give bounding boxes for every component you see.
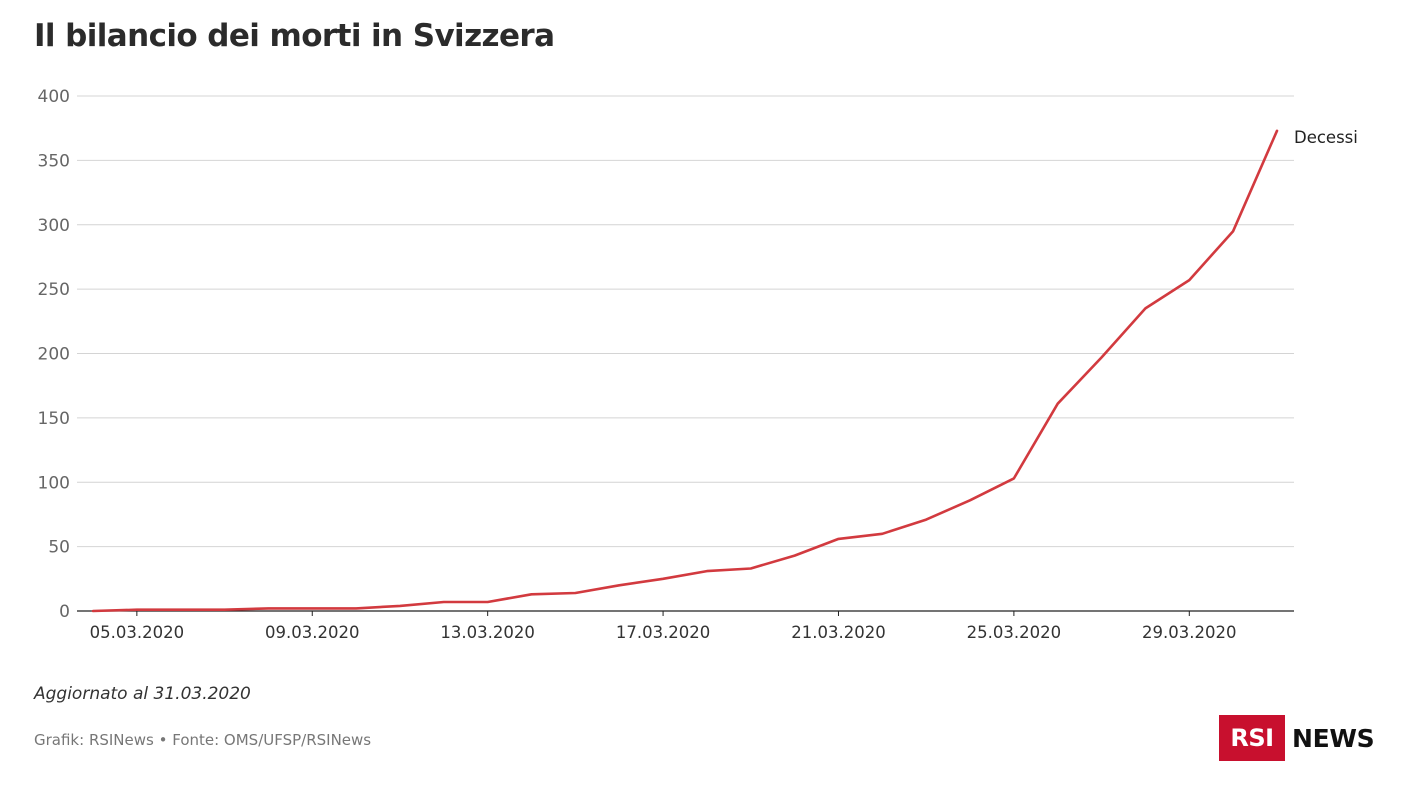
x-tick-label: 29.03.2020	[1142, 623, 1236, 642]
x-tick-label: 05.03.2020	[90, 623, 184, 642]
x-tick-label: 09.03.2020	[265, 623, 359, 642]
logo-box: RSI	[1219, 715, 1285, 761]
x-tick-label: 17.03.2020	[616, 623, 710, 642]
rsi-news-logo: RSI NEWS	[1219, 715, 1375, 761]
y-tick-label: 250	[38, 280, 70, 300]
y-tick-label: 0	[59, 602, 70, 622]
y-tick-label: 400	[38, 87, 70, 107]
y-tick-label: 350	[38, 151, 70, 171]
x-tick-label: 13.03.2020	[440, 623, 534, 642]
series-layer: Decessi	[91, 128, 1358, 613]
y-tick-label: 100	[38, 473, 70, 493]
logo-text: NEWS	[1292, 723, 1375, 753]
series-line-decessi	[91, 129, 1279, 613]
gridlines	[77, 95, 1294, 612]
series-label: Decessi	[1294, 128, 1358, 147]
x-axis-ticks: 05.03.2020 09.03.2020 13.03.2020 17.03.2020…	[90, 611, 1237, 642]
y-tick-label: 300	[38, 216, 70, 236]
y-tick-label: 200	[38, 345, 70, 365]
y-tick-label: 50	[48, 538, 70, 558]
y-axis-ticks: 0 50 100 150 200 250 300 350 400	[38, 87, 70, 622]
updated-note: Aggiornato al 31.03.2020	[34, 684, 251, 704]
line-chart: 0 50 100 150 200 250 300 350 400 05.03.2020 09.03…	[38, 87, 1358, 642]
x-tick-label: 21.03.2020	[791, 623, 885, 642]
x-tick-label: 25.03.2020	[967, 623, 1061, 642]
chart-title: Il bilancio dei morti in Svizzera	[34, 18, 555, 54]
y-tick-label: 150	[38, 409, 70, 429]
source-credit: Grafik: RSINews • Fonte: OMS/UFSP/RSINew…	[34, 731, 372, 749]
